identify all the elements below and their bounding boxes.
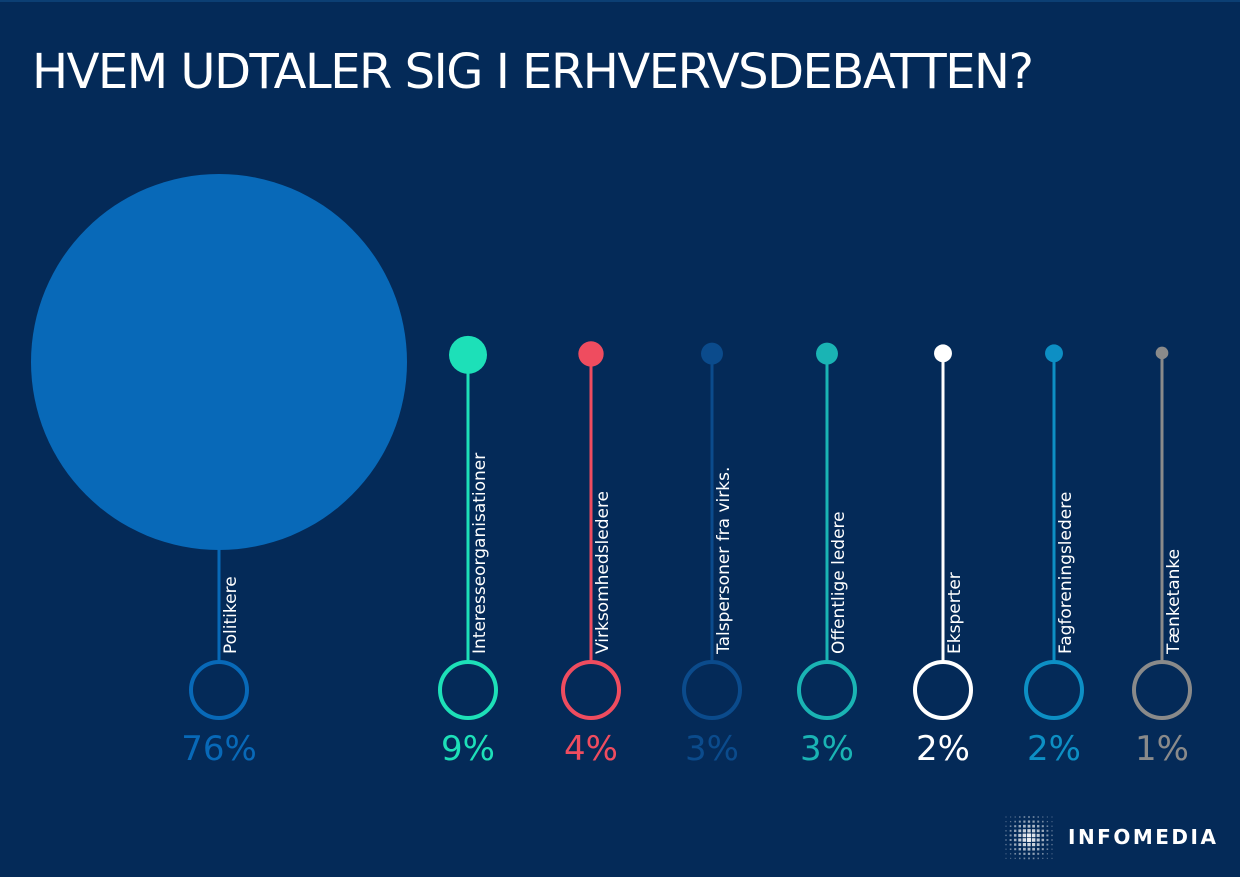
value-label-taenketanke: 1% <box>1135 729 1189 769</box>
ring-offentlige-ledere <box>797 660 857 720</box>
value-label-fagforeningsledere: 2% <box>1027 729 1081 769</box>
ring-virksomhedsledere <box>561 660 621 720</box>
logo-dots-icon <box>1005 816 1053 860</box>
value-label-eksperter: 2% <box>916 729 970 769</box>
logo-text: INFOMEDIA <box>1068 825 1219 849</box>
bubble-politikere <box>31 174 407 550</box>
bubble-talspersoner-fra-virks <box>701 342 723 365</box>
category-label-interesseorganisationer: Interesseorganisationer <box>470 453 490 654</box>
value-label-interesseorganisationer: 9% <box>441 729 495 769</box>
category-label-politikere: Politikere <box>221 576 241 654</box>
bubble-eksperter <box>934 344 952 363</box>
bubble-fagforeningsledere <box>1045 344 1063 363</box>
top-rule <box>0 0 1240 2</box>
ring-fagforeningsledere <box>1024 660 1084 720</box>
bubble-interesseorganisationer <box>449 335 487 374</box>
category-label-fagforeningsledere: Fagforeningsledere <box>1056 492 1076 654</box>
category-label-eksperter: Eksperter <box>945 572 965 654</box>
ring-taenketanke <box>1132 660 1192 720</box>
category-label-offentlige-ledere: Offentlige ledere <box>829 511 849 654</box>
page-title: HVEM UDTALER SIG I ERHVERVSDEBATTEN? <box>32 44 1034 100</box>
bubble-chart: Politikere 76% Interesseorganisationer 9% Vi… <box>31 174 1192 769</box>
category-label-talspersoner-fra-virks: Talspersoner fra virks. <box>714 467 734 655</box>
ring-interesseorganisationer <box>438 660 498 720</box>
value-label-offentlige-ledere: 3% <box>800 729 854 769</box>
value-label-virksomhedsledere: 4% <box>564 729 618 769</box>
value-label-politikere: 76% <box>181 729 257 769</box>
bubble-offentlige-ledere <box>816 342 838 365</box>
value-label-talspersoner-fra-virks: 3% <box>685 729 739 769</box>
ring-politikere <box>189 660 249 720</box>
bubble-taenketanke <box>1155 346 1169 360</box>
bubble-virksomhedsledere <box>578 341 604 367</box>
category-label-taenketanke: Tænketanke <box>1164 549 1184 655</box>
category-label-virksomhedsledere: Virksomhedsledere <box>593 491 613 654</box>
ring-eksperter <box>913 660 973 720</box>
infomedia-logo: INFOMEDIA <box>1000 812 1220 864</box>
ring-talspersoner-fra-virks <box>682 660 742 720</box>
